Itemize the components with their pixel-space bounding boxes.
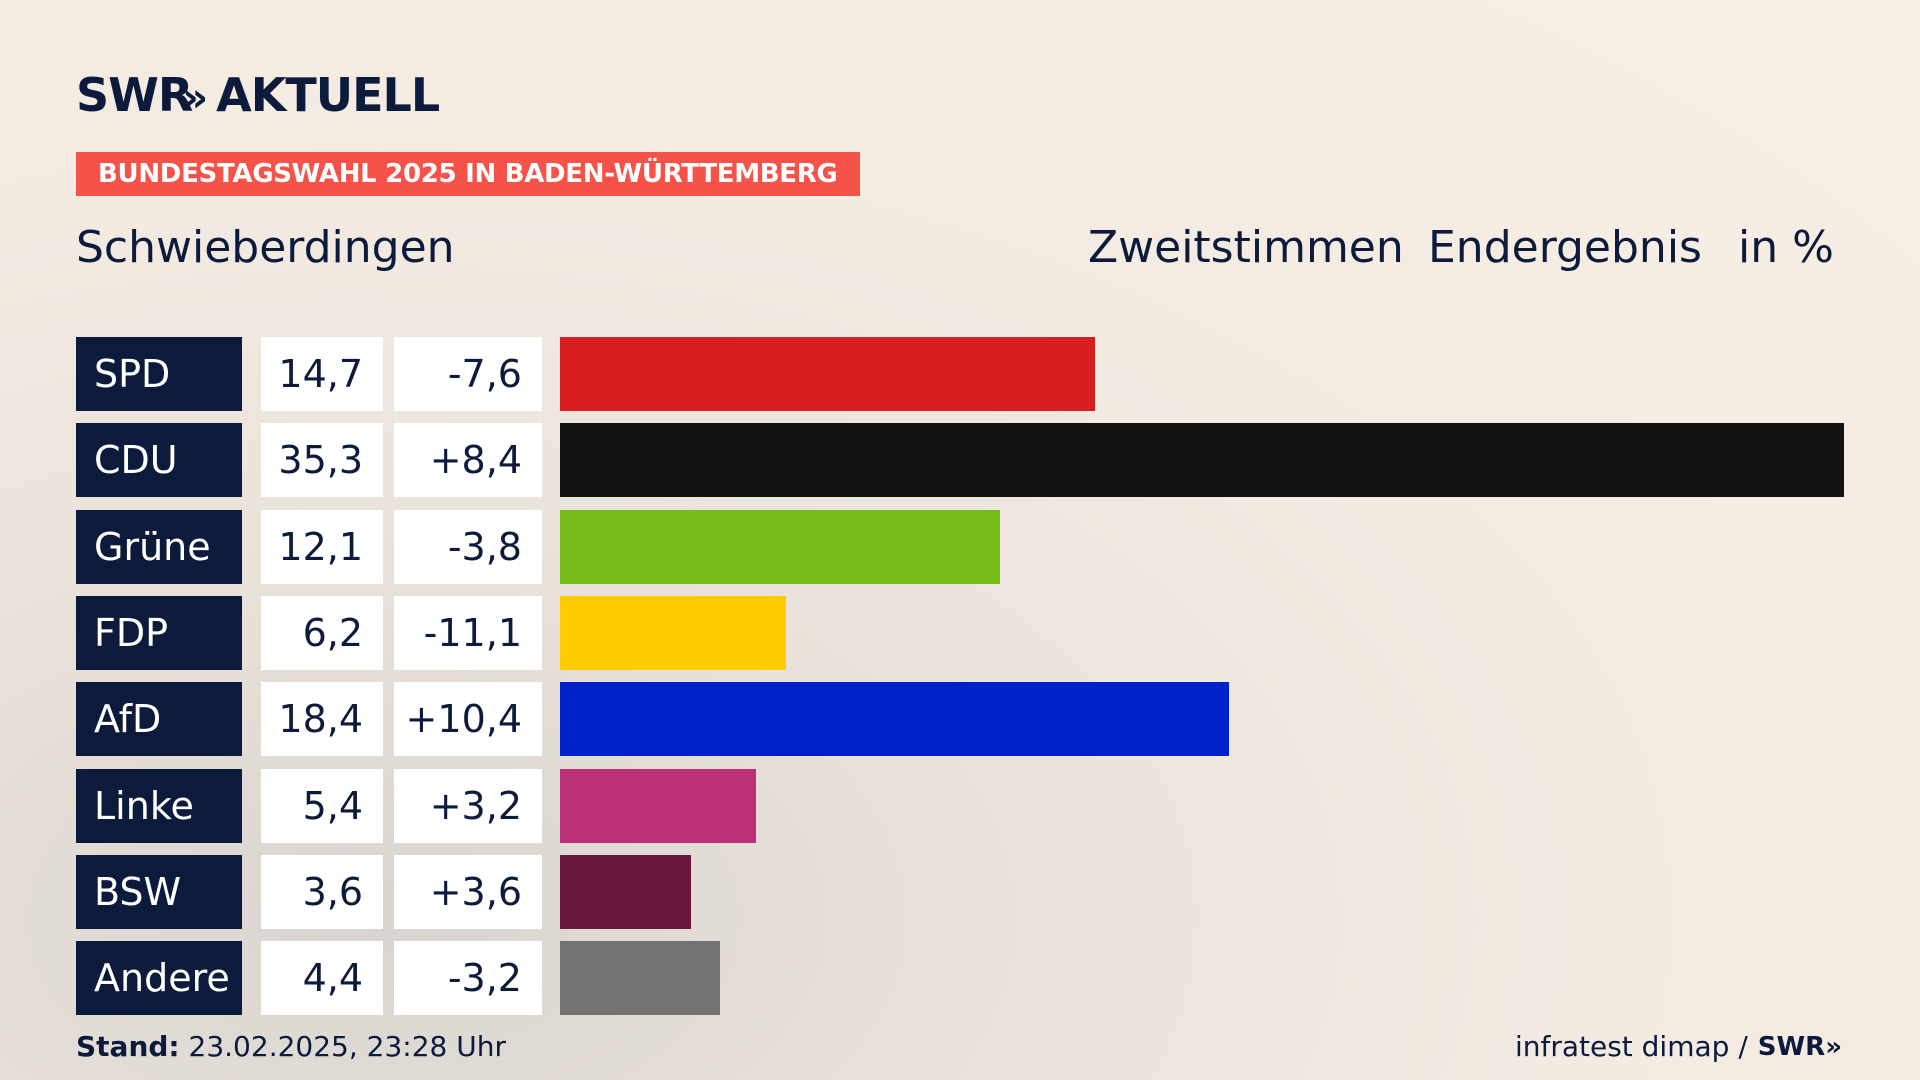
party-label: FDP <box>76 595 242 670</box>
stand-value: 23.02.2025, 23:28 Uhr <box>188 1030 506 1063</box>
value-label: 3,6 <box>261 854 383 929</box>
source-credit: infratest dimap / SWR» <box>1515 1030 1842 1063</box>
value-label: 18,4 <box>261 682 383 757</box>
vote-type-header: Zweitstimmen <box>1088 222 1404 273</box>
value-label: 4,4 <box>261 941 383 1016</box>
diff-label: +3,6 <box>394 854 542 929</box>
result-bar <box>560 768 757 843</box>
stand-label: Stand: <box>76 1030 180 1063</box>
diff-label: +3,2 <box>394 768 542 843</box>
timestamp: Stand: 23.02.2025, 23:28 Uhr <box>76 1030 506 1063</box>
source-text: infratest dimap / <box>1514 1030 1748 1063</box>
party-label: CDU <box>76 423 242 498</box>
result-bar <box>560 941 721 1016</box>
value-label: 14,7 <box>261 337 383 411</box>
party-label: Linke <box>76 768 242 843</box>
result-bar <box>560 595 786 670</box>
party-label: Grüne <box>76 509 242 584</box>
result-header: Endergebnis <box>1428 222 1702 273</box>
party-label: SPD <box>76 337 242 411</box>
place-title: Schwieberdingen <box>76 222 455 273</box>
party-label: Andere <box>76 941 242 1016</box>
result-bar <box>560 854 691 929</box>
value-label: 12,1 <box>261 509 383 584</box>
swr-small-logo: SWR» <box>1757 1031 1842 1062</box>
party-label: AfD <box>76 682 242 757</box>
diff-label: -11,1 <box>394 595 542 670</box>
value-label: 5,4 <box>261 768 383 843</box>
result-bar <box>560 682 1230 757</box>
logo-swr-text: SWR <box>76 68 193 122</box>
swr-aktuell-logo: SWR» AKTUELL <box>76 68 440 122</box>
result-bar <box>560 423 1844 498</box>
logo-aktuell-text: AKTUELL <box>216 68 440 122</box>
result-bar <box>560 509 1001 584</box>
party-label: BSW <box>76 854 242 929</box>
value-label: 6,2 <box>261 595 383 670</box>
diff-label: +10,4 <box>394 682 542 757</box>
value-label: 35,3 <box>261 423 383 498</box>
unit-header: in % <box>1738 222 1834 273</box>
result-bar <box>560 337 1095 411</box>
diff-label: -3,2 <box>394 941 542 1016</box>
logo-chevron-icon: » <box>182 75 208 121</box>
diff-label: -7,6 <box>394 337 542 411</box>
diff-label: -3,8 <box>394 509 542 584</box>
diff-label: +8,4 <box>394 423 542 498</box>
election-banner: BUNDESTAGSWAHL 2025 IN BADEN-WÜRTTEMBERG <box>76 152 860 196</box>
